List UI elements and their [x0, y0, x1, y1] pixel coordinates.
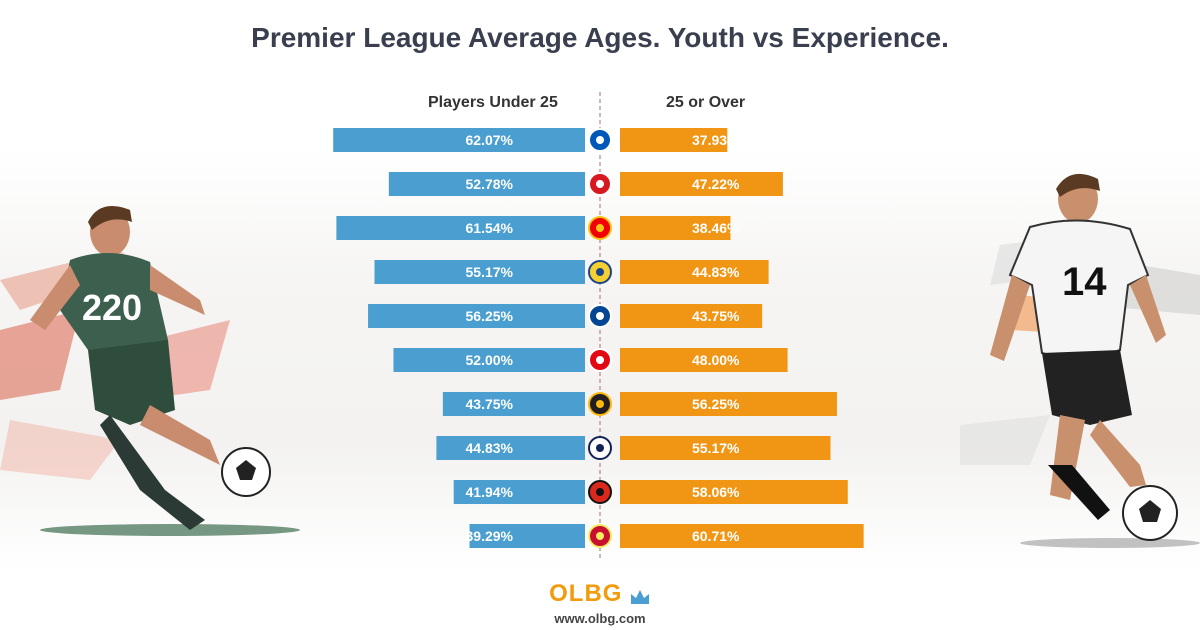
label-under-25: 52.00%: [466, 352, 514, 368]
logo-text: OLBG: [549, 580, 623, 607]
left-player-number: 220: [82, 287, 142, 328]
label-25-or-over: 44.83%: [692, 264, 740, 280]
label-25-or-over: 58.06%: [692, 484, 740, 500]
bar-under-25: [333, 128, 585, 152]
bar-25-or-over: [620, 216, 731, 240]
bar-under-25: [469, 524, 585, 548]
bar-25-or-over: [620, 348, 788, 372]
chart-title: Premier League Average Ages. Youth vs Ex…: [251, 22, 949, 53]
bar-under-25: [442, 392, 585, 416]
label-under-25: 44.83%: [466, 440, 514, 456]
bar-25-or-over: [620, 172, 783, 196]
label-25-or-over: 48.00%: [692, 352, 740, 368]
bar-25-or-over: [620, 304, 763, 328]
chelsea-crest-icon: [588, 304, 612, 328]
olbg-logo: OLBG: [0, 580, 1200, 608]
bar-25-or-over: [620, 128, 728, 152]
young-player-illustration: 220: [0, 206, 300, 536]
experienced-player-illustration: 14: [960, 173, 1200, 548]
label-under-25: 39.29%: [466, 528, 514, 544]
southampton-crest-icon: [588, 172, 612, 196]
label-under-25: 41.94%: [466, 484, 514, 500]
label-25-or-over: 37.93%: [692, 132, 740, 148]
label-25-or-over: 60.71%: [692, 528, 740, 544]
bournemouth-crest-icon: [588, 480, 612, 504]
label-under-25: 62.07%: [466, 132, 514, 148]
crown-icon: [630, 589, 649, 604]
label-25-or-over: 55.17%: [692, 440, 740, 456]
label-25-or-over: 38.46%: [692, 220, 740, 236]
arsenal-crest-icon: [588, 216, 612, 240]
bar-25-or-over: [620, 524, 864, 548]
liverpool-crest-icon: [588, 524, 612, 548]
label-25-or-over: 47.22%: [692, 176, 740, 192]
bar-25-or-over: [620, 260, 769, 284]
bar-under-25: [374, 260, 585, 284]
bar-under-25: [388, 172, 585, 196]
label-25-or-over: 56.25%: [692, 396, 740, 412]
right-player-number: 14: [1062, 260, 1107, 304]
tottenham-crest-icon: [588, 436, 612, 460]
brentford-crest-icon: [588, 348, 612, 372]
bar-25-or-over: [620, 392, 837, 416]
bar-under-25: [436, 436, 585, 460]
legend-under-25: Players Under 25: [428, 94, 558, 111]
wolves-crest-icon: [588, 392, 612, 416]
leeds-crest-icon: [588, 260, 612, 284]
brighton-crest-icon: [588, 128, 612, 152]
label-under-25: 52.78%: [466, 176, 514, 192]
bar-25-or-over: [620, 436, 831, 460]
logo-url: www.olbg.com: [554, 611, 646, 626]
label-under-25: 56.25%: [466, 308, 514, 324]
bar-under-25: [393, 348, 585, 372]
bar-under-25: [336, 216, 585, 240]
legend-25-or-over: 25 or Over: [666, 94, 746, 111]
label-25-or-over: 43.75%: [692, 308, 740, 324]
label-under-25: 43.75%: [466, 396, 514, 412]
label-under-25: 61.54%: [466, 220, 514, 236]
bar-25-or-over: [620, 480, 848, 504]
label-under-25: 55.17%: [466, 264, 514, 280]
bar-under-25: [453, 480, 585, 504]
bar-under-25: [368, 304, 585, 328]
